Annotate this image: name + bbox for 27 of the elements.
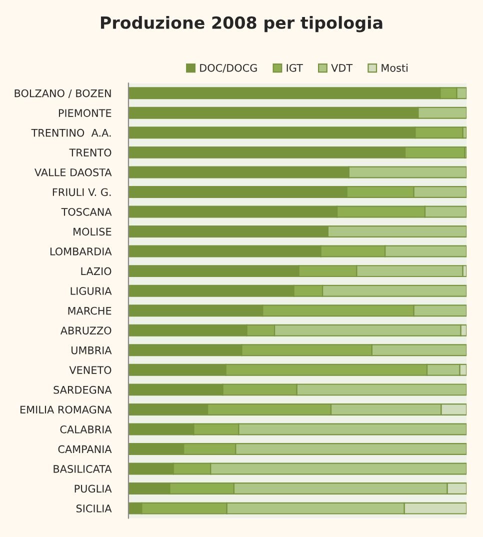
- y-tick-label: PIEMONTE: [58, 109, 112, 117]
- y-tick-label: VENETO: [69, 366, 112, 374]
- y-tick-label: PUGLIA: [74, 484, 112, 493]
- y-tick-label: TOSCANA: [61, 208, 112, 216]
- legend-label: Mosti: [382, 64, 408, 72]
- y-tick-label: LOMBARDIA: [50, 248, 112, 256]
- y-tick-label: EMILIA ROMAGNA: [20, 406, 112, 414]
- y-tick-label: BOLZANO / BOZEN: [14, 89, 111, 98]
- y-tick-label: TRENTINO A.A.: [31, 128, 111, 137]
- y-tick-label: MARCHE: [68, 306, 112, 315]
- y-tick-label: MOLISE: [74, 228, 112, 236]
- y-tick-label: LAZIO: [81, 267, 112, 276]
- y-tick-label: SICILIA: [76, 504, 112, 512]
- legend-label: VDT: [331, 64, 353, 72]
- y-tick-label: TRENTO: [69, 148, 112, 157]
- y-tick-label: SARDEGNA: [54, 386, 112, 394]
- y-tick-label: VALLE DAOSTA: [34, 168, 112, 176]
- y-tick-label: LIGURIA: [70, 287, 112, 295]
- y-tick-label: BASILICATA: [54, 465, 112, 473]
- legend-label: IGT: [286, 64, 303, 72]
- y-tick-label: UMBRIA: [72, 346, 112, 354]
- y-tick-label: ABRUZZO: [60, 326, 112, 334]
- y-tick-label: FRIULI V. G.: [52, 188, 111, 196]
- legend-label: DOC/DOCG: [200, 64, 257, 73]
- chart-title: Produzione 2008 per tipologia: [100, 16, 382, 32]
- y-tick-label: CAMPANIA: [58, 445, 112, 454]
- y-tick-label: CALABRIA: [60, 425, 112, 434]
